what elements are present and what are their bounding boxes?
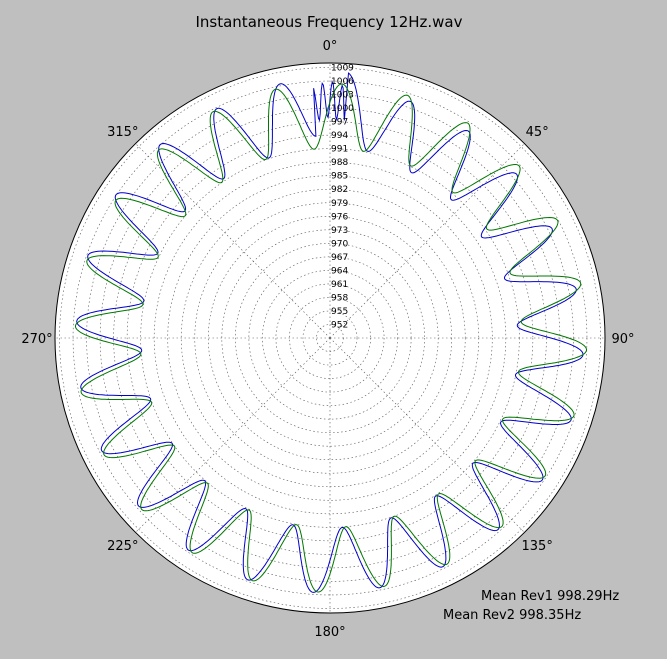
- radial-tick-label: 988: [331, 158, 348, 168]
- grid-circle: [86, 94, 574, 582]
- grid-circle: [194, 202, 466, 474]
- angle-tick-label: 270°: [21, 332, 52, 347]
- grid-circle: [59, 67, 601, 609]
- radial-tick-label: 970: [331, 239, 348, 249]
- grid-circle: [262, 270, 398, 406]
- angle-tick-labels: 0° 45° 90° 135° 180° 225° 270° 315°: [21, 39, 634, 640]
- radial-tick-label: 1006: [331, 77, 354, 87]
- mean-rev2-annotation: Mean Rev2 998.35Hz: [443, 608, 581, 623]
- grid-circle: [99, 107, 561, 569]
- radial-tick-label: 1000: [331, 104, 354, 114]
- radial-tick-label: 1009: [331, 64, 354, 74]
- grid: [55, 63, 605, 613]
- angle-tick-label: 180°: [314, 625, 345, 640]
- radial-tick-label: 985: [331, 172, 348, 182]
- angle-tick-label: 0°: [323, 39, 338, 54]
- radial-tick-label: 955: [331, 307, 348, 317]
- series-line-1: [76, 72, 584, 593]
- grid-circle: [275, 283, 385, 393]
- radial-tick-label: 979: [331, 199, 348, 209]
- radial-tick-label: 1003: [331, 91, 354, 101]
- radial-tick-label: 961: [331, 280, 348, 290]
- grid-circle: [167, 175, 493, 501]
- mean-rev1-annotation: Mean Rev1 998.29Hz: [481, 589, 619, 604]
- radial-tick-label: 976: [331, 212, 348, 222]
- grid-circle: [316, 324, 344, 352]
- angle-tick-label: 225°: [107, 539, 138, 554]
- plot-border: [54, 62, 606, 614]
- grid-circle: [126, 134, 534, 542]
- series-lines: [75, 72, 587, 593]
- radial-tick-label: 964: [331, 266, 348, 276]
- grid-spoke: [329, 143, 525, 339]
- radial-tick-label: 997: [331, 118, 348, 128]
- angle-tick-label: 135°: [522, 539, 553, 554]
- angle-tick-label: 45°: [526, 125, 549, 140]
- grid-circle: [207, 215, 453, 461]
- radial-tick-label: 967: [331, 253, 348, 263]
- grid-spoke: [135, 337, 331, 533]
- radial-tick-label: 973: [331, 226, 348, 236]
- grid-spoke: [329, 337, 525, 533]
- radial-tick-label: 994: [331, 131, 348, 141]
- radial-tick-label: 982: [331, 185, 348, 195]
- series-line-2: [75, 83, 587, 593]
- chart-title: Instantaneous Frequency 12Hz.wav: [195, 13, 462, 31]
- radial-tick-label: 991: [331, 145, 348, 155]
- radial-tick-label: 952: [331, 320, 348, 330]
- grid-circle: [153, 161, 507, 515]
- radial-tick-labels: 952 955 958 961 964 967 970 973 976 979 982 985 988 9…: [331, 64, 354, 331]
- grid-spoke: [135, 143, 331, 339]
- angle-tick-label: 315°: [107, 125, 138, 140]
- radial-tick-label: 958: [331, 293, 348, 303]
- grid-circle: [235, 243, 425, 433]
- grid-circle: [302, 310, 358, 366]
- angle-tick-label: 90°: [611, 332, 634, 347]
